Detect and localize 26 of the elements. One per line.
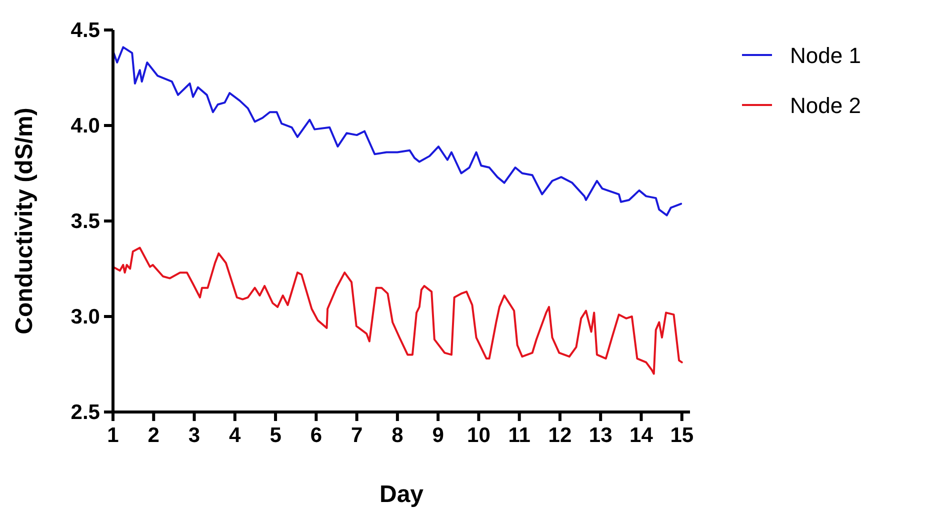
x-tick-label: 10 [467, 424, 490, 447]
y-tick-label: 4.5 [70, 19, 100, 42]
x-tick-label: 9 [432, 424, 444, 447]
x-tick-label: 5 [270, 424, 282, 447]
y-axis-title: Conductivity (dS/m) [11, 108, 38, 334]
y-tick-label: 3.5 [70, 210, 100, 233]
y-tick-label: 3.0 [70, 306, 100, 328]
legend-label: Node 2 [790, 93, 861, 118]
x-axis-title: Day [379, 481, 424, 508]
line-series [112, 46, 682, 216]
legend-label: Node 1 [790, 43, 861, 68]
y-tick-label: 4.0 [70, 114, 100, 138]
x-tick-label: 8 [392, 424, 404, 447]
x-tick-label: 4 [229, 424, 242, 447]
y-tick-label: 2.5 [70, 401, 100, 424]
x-tick-label: 12 [548, 424, 572, 447]
line-series [112, 246, 683, 375]
x-tick-label: 15 [670, 424, 694, 447]
x-tick-label: 14 [630, 424, 654, 447]
x-tick-label: 3 [188, 424, 200, 447]
x-tick-label: 6 [310, 424, 322, 447]
x-tick-label: 7 [350, 424, 363, 447]
x-tick-label: 11 [508, 424, 531, 447]
x-tick-label: 13 [588, 424, 612, 447]
x-tick-label: 1 [107, 424, 120, 447]
x-tick-label: 2 [148, 424, 160, 447]
